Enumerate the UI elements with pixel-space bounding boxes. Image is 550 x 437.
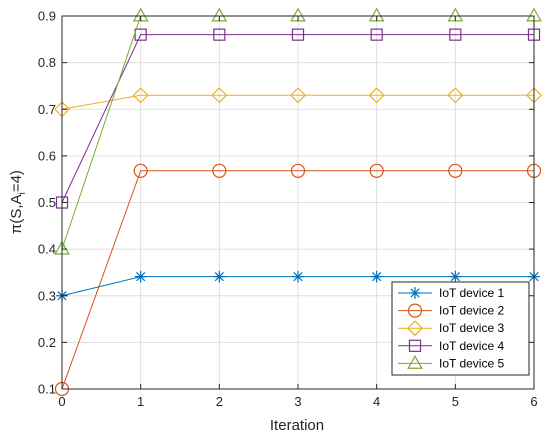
legend-entry: IoT device 3 — [398, 320, 504, 337]
y-tick-label: 0.8 — [38, 55, 56, 70]
y-tick-label: 0.3 — [38, 288, 56, 303]
legend-label: IoT device 4 — [439, 339, 504, 353]
y-tick-label: 0.7 — [38, 102, 56, 117]
data-point — [134, 270, 147, 283]
data-point — [290, 163, 306, 178]
data-point — [370, 270, 383, 283]
y-tick-label: 0.5 — [38, 195, 56, 210]
tick-labels: 0 1 2 3 4 5 6 0.1 0.2 0.3 0.4 0.5 0.6 0.7 0.8 0.9 — [38, 9, 538, 410]
x-tick-label: 4 — [373, 394, 380, 409]
legend-marker — [407, 355, 423, 369]
x-tick-label: 5 — [452, 394, 459, 409]
y-axis-label: π(S,Ai=4) — [8, 170, 28, 234]
legend: IoT device 1 IoT device 2 IoT device 3 IoT … — [391, 281, 530, 376]
x-axis-label: Iteration — [270, 417, 324, 434]
y-tick-label: 0.9 — [38, 9, 56, 24]
y-tick-label: 0.2 — [38, 335, 56, 350]
data-point — [448, 163, 463, 178]
data-point — [447, 87, 464, 104]
data-point — [369, 163, 384, 178]
series-line — [61, 34, 534, 203]
legend-marker — [407, 320, 423, 337]
series-line — [61, 170, 534, 390]
data-point — [449, 270, 462, 283]
y-axis-label-main: π(S,A — [8, 194, 25, 234]
data-point — [211, 87, 228, 104]
data-point — [134, 28, 147, 41]
data-point — [213, 270, 226, 283]
x-tick-label: 1 — [137, 394, 144, 409]
y-tick-label: 0.4 — [38, 242, 56, 257]
y-axis-label-tail: =4) — [8, 170, 25, 192]
legend-marker — [408, 339, 422, 352]
legend-label: IoT device 5 — [439, 356, 504, 370]
data-point — [292, 270, 304, 283]
y-axis-label-subscript: i — [17, 192, 28, 194]
legend-entry: IoT device 4 — [398, 339, 504, 353]
axes — [61, 15, 535, 390]
data-point — [370, 28, 383, 41]
y-tick-label: 0.1 — [38, 382, 56, 397]
x-tick-label: 2 — [216, 394, 223, 409]
legend-entry: IoT device 1 — [398, 286, 504, 300]
legend-marker — [407, 303, 423, 318]
grid — [61, 15, 535, 390]
data-point — [290, 87, 306, 104]
data-point — [291, 28, 305, 41]
legend-label: IoT device 1 — [439, 286, 504, 300]
legend-label: IoT device 2 — [439, 304, 504, 318]
data-point — [368, 87, 385, 104]
data-point — [132, 87, 149, 104]
x-tick-label: 6 — [530, 394, 537, 409]
y-tick-label: 0.6 — [38, 148, 56, 163]
data-point — [212, 163, 227, 178]
series-line — [61, 94, 534, 110]
x-tick-label: 3 — [294, 394, 301, 409]
data-point — [449, 28, 462, 41]
data-point — [133, 163, 148, 178]
legend-entry: IoT device 2 — [398, 303, 504, 318]
x-tick-label: 0 — [58, 394, 65, 409]
data-point — [213, 28, 226, 41]
legend-label: IoT device 3 — [439, 321, 504, 335]
legend-entry: IoT device 5 — [398, 355, 504, 370]
legend-marker — [409, 287, 421, 299]
series-2 — [54, 163, 542, 397]
